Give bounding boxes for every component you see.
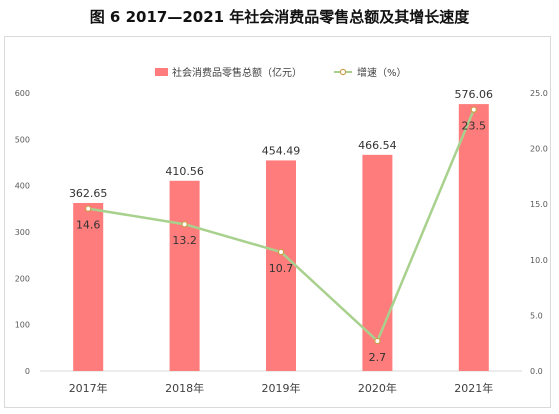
legend-line-marker (339, 68, 347, 76)
growth-point (374, 337, 381, 345)
bar (458, 104, 489, 372)
chart-frame (4, 36, 551, 408)
chart-title: 图 6 2017—2021 年社会消费品零售总额及其增长速度 (89, 8, 470, 26)
y-right-tick-label: 0.0 (530, 367, 543, 376)
legend-line-label: 增速（%） (357, 66, 407, 79)
growth-point (470, 106, 477, 113)
y-left-tick-label: 200 (15, 274, 30, 283)
line-labels: 14.6 13.2 10.7 2.7 23.5 (76, 120, 486, 364)
x-tick-label: 2017年 (69, 381, 108, 395)
x-tick-label: 2021年 (454, 381, 493, 395)
y-right-tick-label: 20.0 (530, 145, 548, 154)
y-left-tick-label: 600 (15, 89, 30, 98)
legend: 社会消费品零售总额（亿元） 增速（%） (155, 66, 407, 79)
growth-point (277, 248, 285, 256)
growth-value-label: 13.2 (172, 234, 197, 247)
growth-value-label: 14.6 (76, 219, 101, 232)
bar (266, 160, 296, 371)
x-tick-label: 2020年 (358, 381, 397, 395)
growth-value-label: 10.7 (269, 262, 294, 275)
growth-point (181, 221, 188, 228)
growth-point (84, 205, 92, 212)
growth-value-label: 2.7 (369, 351, 387, 364)
growth-value-label: 23.5 (462, 120, 487, 133)
legend-bar-swatch (155, 68, 168, 76)
bar-value-label: 466.54 (358, 139, 397, 152)
x-tick-label: 2019年 (262, 381, 301, 395)
y-left-tick-label: 400 (15, 182, 30, 191)
y-right-tick-label: 5.0 (530, 311, 543, 320)
y-left-tick-label: 100 (15, 321, 30, 330)
bar-value-label: 454.49 (262, 144, 301, 157)
x-tick-label: 2018年 (165, 381, 204, 395)
bar (169, 180, 200, 371)
y-left-tick-label: 300 (15, 228, 30, 237)
y-left-tick-label: 500 (15, 135, 30, 144)
bars (73, 104, 489, 372)
bar-value-label: 410.56 (165, 165, 204, 178)
y-right-tick-label: 25.0 (530, 89, 548, 98)
bar-value-label: 576.06 (455, 88, 494, 101)
bar-labels: 362.65 410.56 454.49 466.54 576.06 (69, 88, 493, 200)
legend-bar-label: 社会消费品零售总额（亿元） (172, 66, 302, 79)
bar-value-label: 362.65 (69, 187, 108, 200)
bar (362, 154, 393, 371)
y-left-tick-label: 0 (25, 367, 30, 376)
growth-line (84, 106, 477, 345)
bar (73, 202, 104, 371)
y-right-tick-label: 10.0 (530, 256, 548, 265)
y-right-tick-label: 15.0 (530, 200, 548, 209)
